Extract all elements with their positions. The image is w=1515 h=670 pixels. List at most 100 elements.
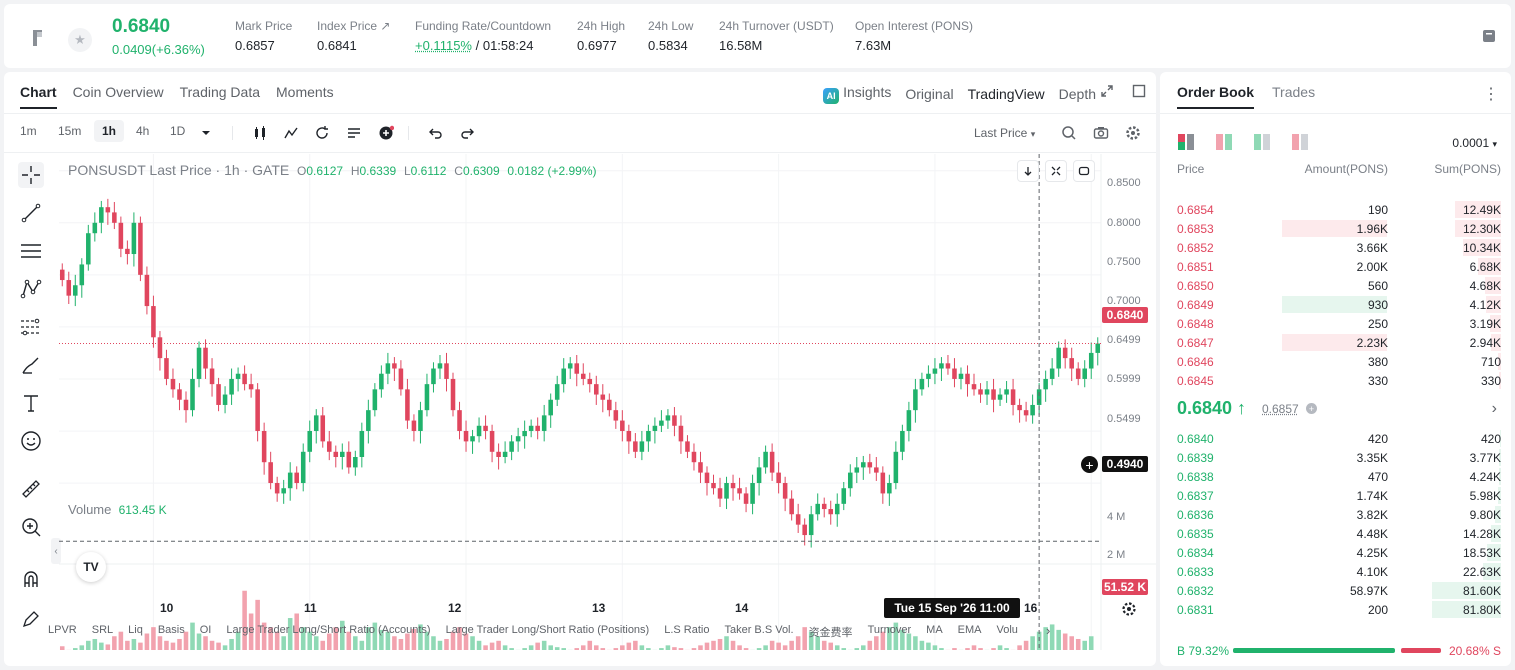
- bid-row[interactable]: 0.6831 200 81.80K: [1160, 600, 1511, 619]
- scroll-right-icon[interactable]: ›: [1046, 623, 1051, 638]
- ask-row[interactable]: 0.6854 190 12.49K: [1160, 200, 1511, 219]
- chart-settings-gear-icon[interactable]: [1121, 601, 1137, 617]
- depth-bar: [1497, 487, 1501, 504]
- settings-gear-icon[interactable]: [1125, 125, 1141, 141]
- tradingview-logo[interactable]: TV: [76, 552, 106, 582]
- ask-row[interactable]: 0.6849 930 4.12K: [1160, 295, 1511, 314]
- brush-tool-icon[interactable]: [18, 352, 44, 378]
- text-tool-icon[interactable]: [18, 390, 44, 416]
- redo-icon[interactable]: [459, 125, 475, 141]
- indicator-item[interactable]: L.S Ratio: [664, 624, 710, 636]
- refresh-icon[interactable]: [314, 125, 330, 141]
- indicator-item[interactable]: SRL: [91, 624, 114, 636]
- indicator-item[interactable]: OI: [199, 624, 212, 636]
- tab-order-book[interactable]: Order Book: [1177, 84, 1255, 109]
- bid-row[interactable]: 0.6836 3.82K 9.80K: [1160, 505, 1511, 524]
- tab-trading-data[interactable]: Trading Data: [179, 84, 261, 100]
- book-both-icon[interactable]: [1178, 134, 1196, 150]
- volume-bar: [711, 640, 716, 650]
- arrow-down-icon[interactable]: [1017, 160, 1039, 182]
- ask-row[interactable]: 0.6848 250 3.19K: [1160, 314, 1511, 333]
- indicator-item[interactable]: Taker B.S Vol.: [724, 624, 794, 636]
- interval-4h[interactable]: 4h: [136, 124, 150, 138]
- more-options-icon[interactable]: ⋮: [1483, 86, 1499, 103]
- price-type-select[interactable]: Last Price ▾: [974, 126, 1035, 140]
- ask-row[interactable]: 0.6847 2.23K 2.94K: [1160, 333, 1511, 352]
- book-bids-only-icon[interactable]: [1254, 134, 1272, 150]
- bid-row[interactable]: 0.6835 4.48K 14.28K: [1160, 524, 1511, 543]
- indicator-item[interactable]: 资金费率: [808, 627, 853, 639]
- undo-icon[interactable]: [428, 125, 444, 141]
- ask-row[interactable]: 0.6850 560 4.68K: [1160, 276, 1511, 295]
- tab-moments[interactable]: Moments: [276, 84, 334, 100]
- tab-trades[interactable]: Trades: [1272, 84, 1316, 100]
- pencil-lock-icon[interactable]: [18, 606, 44, 632]
- interval-1h[interactable]: 1h: [94, 120, 125, 142]
- indicator-item[interactable]: Large Trader Long/Short Ratio (Positions…: [445, 624, 650, 636]
- search-icon[interactable]: [1061, 125, 1077, 141]
- depth-bar: [1490, 334, 1501, 351]
- indicators-icon[interactable]: [283, 125, 299, 141]
- indicator-item[interactable]: Turnover: [867, 624, 912, 636]
- camera-icon[interactable]: [1093, 125, 1109, 141]
- indicator-item[interactable]: LPVR: [48, 624, 77, 636]
- add-indicator-icon[interactable]: [378, 125, 394, 141]
- collapse-toolbar-button[interactable]: ‹: [51, 538, 61, 564]
- ask-row[interactable]: 0.6845 330 330: [1160, 371, 1511, 390]
- emoji-tool-icon[interactable]: [18, 428, 44, 454]
- book-asks-bids-icon[interactable]: [1216, 134, 1234, 150]
- favorite-star-icon[interactable]: ★: [68, 28, 92, 52]
- tab-coin-overview[interactable]: Coin Overview: [72, 84, 164, 100]
- interval-dropdown-icon[interactable]: [198, 125, 214, 141]
- view-depth[interactable]: Depth: [1058, 86, 1096, 102]
- ruler-tool-icon[interactable]: [18, 476, 44, 502]
- insights-button[interactable]: AI Insights: [823, 84, 891, 104]
- bid-row[interactable]: 0.6834 4.25K 18.53K: [1160, 543, 1511, 562]
- ask-row[interactable]: 0.6851 2.00K 6.68K: [1160, 257, 1511, 276]
- reset-chart-icon[interactable]: [1073, 160, 1095, 182]
- interval-1m[interactable]: 1m: [20, 124, 37, 138]
- horizontal-lines-icon[interactable]: [18, 238, 44, 264]
- trend-line-icon[interactable]: [18, 200, 44, 226]
- view-tradingview[interactable]: TradingView: [967, 86, 1045, 102]
- view-original[interactable]: Original: [905, 86, 954, 102]
- collapse-arrows-icon[interactable]: [1045, 160, 1067, 182]
- interval-1d[interactable]: 1D: [170, 124, 186, 138]
- tab-chart[interactable]: Chart: [20, 84, 57, 109]
- indicator-item[interactable]: EMA: [957, 624, 982, 636]
- fib-tool-icon[interactable]: [18, 314, 44, 340]
- bid-row[interactable]: 0.6840 420 420: [1160, 429, 1511, 448]
- crosshair-tool-icon[interactable]: [18, 162, 44, 188]
- price-chart[interactable]: [59, 154, 1156, 650]
- expand-icon[interactable]: [1100, 84, 1114, 98]
- ask-row[interactable]: 0.6846 380 710: [1160, 352, 1511, 371]
- add-alert-plus-icon[interactable]: +: [1081, 456, 1098, 473]
- chart-panel: Chart Coin Overview Trading Data Moments…: [4, 72, 1156, 666]
- interval-15m[interactable]: 15m: [58, 124, 82, 138]
- ask-row[interactable]: 0.6853 1.96K 12.30K: [1160, 219, 1511, 238]
- pattern-tool-icon[interactable]: [18, 276, 44, 302]
- templates-icon[interactable]: [346, 125, 362, 141]
- precision-select[interactable]: 0.0001 ▾: [1452, 136, 1497, 150]
- bid-row[interactable]: 0.6838 470 4.24K: [1160, 467, 1511, 486]
- bid-row[interactable]: 0.6839 3.35K 3.77K: [1160, 448, 1511, 467]
- bid-row[interactable]: 0.6833 4.10K 22.63K: [1160, 562, 1511, 581]
- indicator-item[interactable]: Basis: [157, 624, 185, 636]
- candle-type-icon[interactable]: [252, 125, 268, 141]
- bid-row[interactable]: 0.6837 1.74K 5.98K: [1160, 486, 1511, 505]
- funding-rate-value[interactable]: +0.1115%: [415, 38, 472, 53]
- ask-row[interactable]: 0.6852 3.66K 10.34K: [1160, 238, 1511, 257]
- zoom-tool-icon[interactable]: [18, 514, 44, 540]
- indicator-item[interactable]: MA: [926, 624, 943, 636]
- indicator-item[interactable]: Large Trader Long/Short Ratio (Accounts): [226, 624, 431, 636]
- indicator-item[interactable]: Liq: [128, 624, 143, 636]
- bid-row[interactable]: 0.6832 58.97K 81.60K: [1160, 581, 1511, 600]
- stat-index-price[interactable]: Index Price ↗ 0.6841: [317, 19, 390, 54]
- book-asks-only-icon[interactable]: [1292, 134, 1310, 150]
- indicator-item[interactable]: Volu: [996, 624, 1018, 636]
- candle-body: [131, 222, 137, 255]
- chevron-right-icon[interactable]: ›: [1491, 400, 1497, 417]
- magnet-tool-icon[interactable]: [18, 566, 44, 592]
- book-icon[interactable]: [1481, 28, 1497, 44]
- window-icon[interactable]: [1132, 84, 1146, 98]
